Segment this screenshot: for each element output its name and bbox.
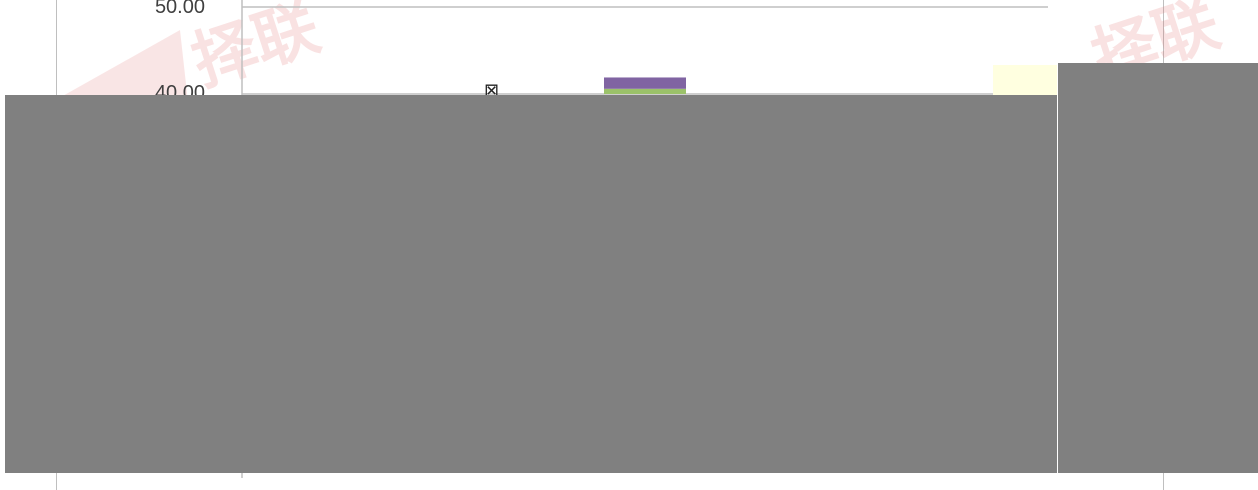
bar-segment [604, 77, 686, 89]
bar-segment [604, 88, 686, 94]
occluded-region [1058, 63, 1258, 473]
note-box [993, 65, 1057, 99]
occluded-region [5, 95, 1057, 473]
y-tick-label: 50.00 [154, 0, 205, 18]
